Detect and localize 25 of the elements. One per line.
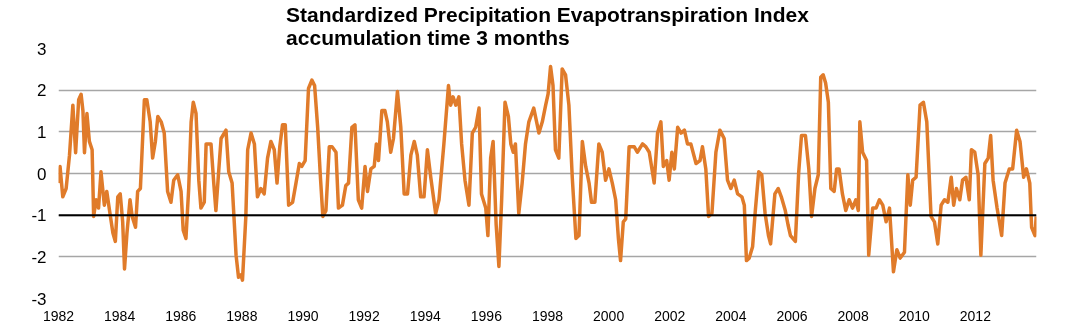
chart-title: Standardized Precipitation Evapotranspiration Index accumulation time 3 months [286, 2, 810, 49]
x-tick-label: 2000 [593, 307, 625, 324]
y-tick-label: -1 [31, 206, 47, 226]
x-tick-label: 2008 [837, 307, 869, 324]
x-tick-label: 1990 [287, 307, 319, 324]
x-tick-label: 1986 [165, 307, 197, 324]
y-tick-label: 2 [37, 81, 47, 101]
x-tick-label: 1988 [226, 307, 258, 324]
x-tick-label: 1998 [531, 307, 564, 324]
x-tick-label: 2006 [776, 307, 808, 324]
x-tick-label: 1982 [42, 307, 75, 324]
x-tick-label: 2004 [715, 307, 747, 324]
y-tick-label: -3 [31, 289, 47, 309]
x-tick-label: 2002 [654, 307, 686, 324]
x-tick-label: 2010 [898, 307, 931, 324]
x-tick-label: 1992 [348, 307, 380, 324]
y-tick-label: -2 [31, 247, 47, 267]
line-series [58, 64, 1037, 282]
y-tick-label: 0 [37, 164, 47, 184]
x-tick-label: 1996 [470, 307, 503, 324]
y-tick-label: 3 [37, 39, 47, 59]
x-tick-label: 1994 [409, 307, 442, 324]
x-tick-label: 1984 [104, 307, 136, 324]
x-tick-label: 2012 [959, 307, 992, 324]
y-tick-label: 1 [37, 122, 47, 142]
